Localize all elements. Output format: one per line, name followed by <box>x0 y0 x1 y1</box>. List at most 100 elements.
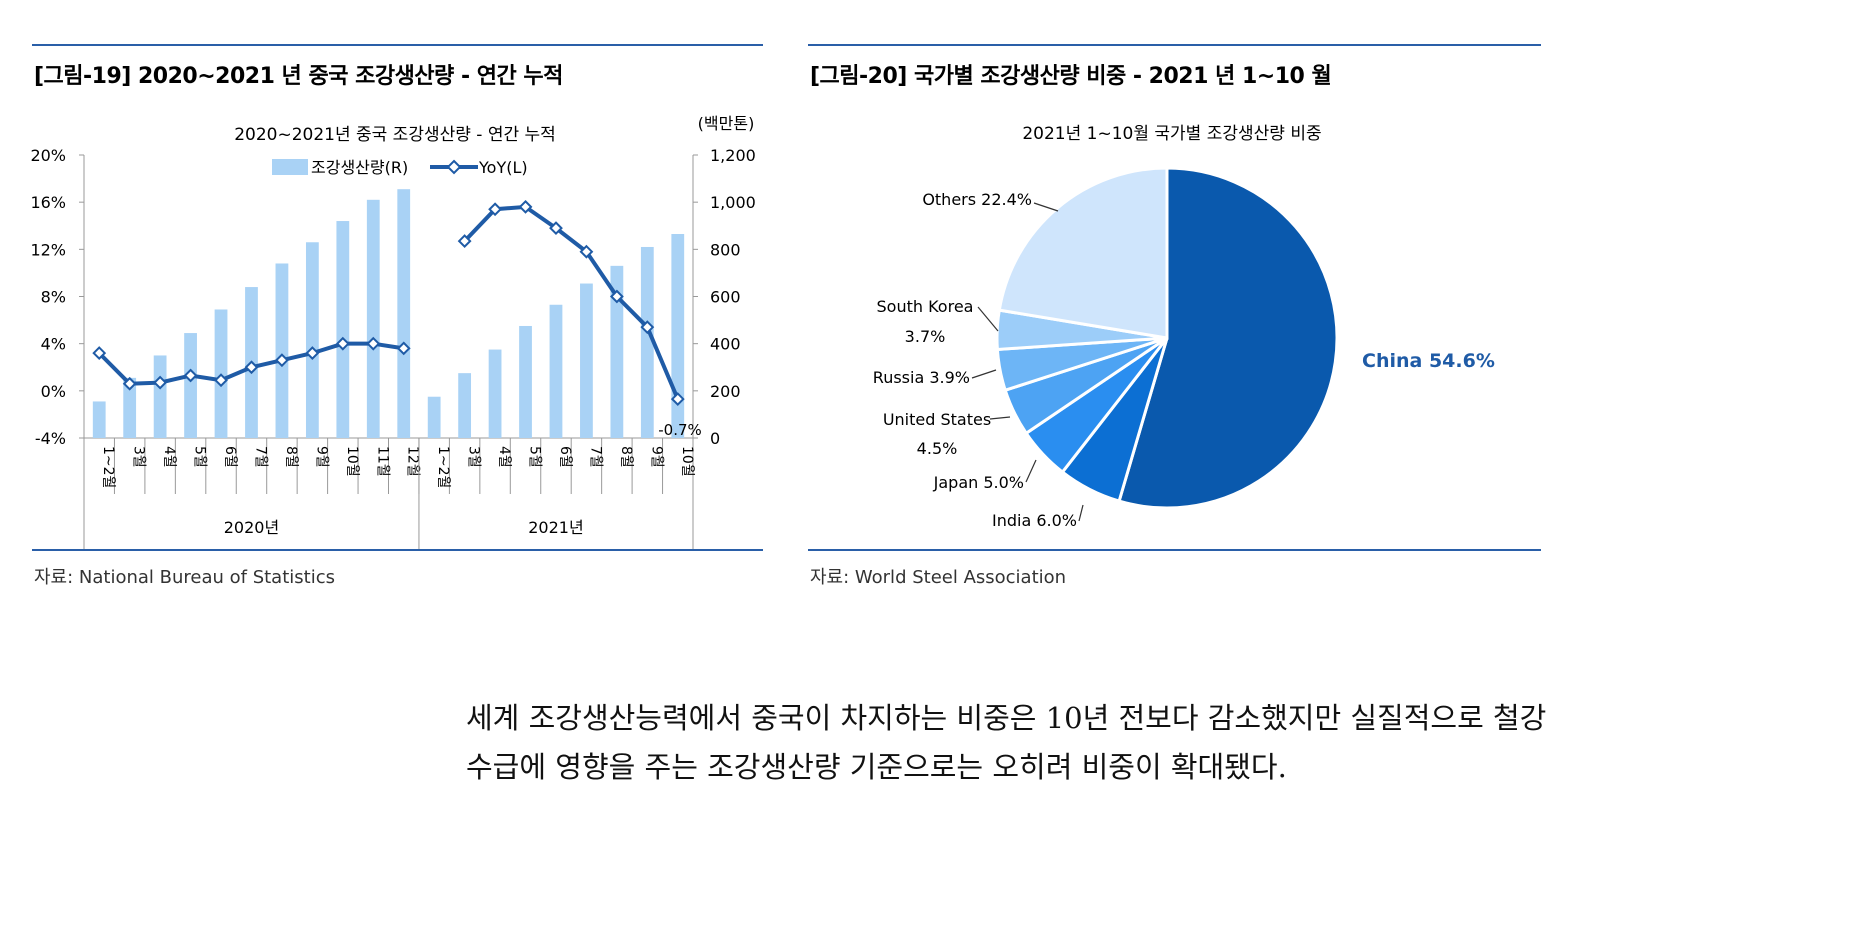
category-label: 8월 <box>618 446 634 468</box>
production-bar <box>580 283 593 438</box>
country-share-pie-chart: 2021년 1~10월 국가별 조강생산량 비중 China 54.6% India… <box>873 124 1495 530</box>
left-tick-label: 4% <box>41 335 66 354</box>
body-paragraph-line-1: 세계 조강생산능력에서 중국이 차지하는 비중은 10년 전보다 감소했지만 실… <box>466 701 1547 735</box>
year-group-label: 2020년 <box>224 518 279 537</box>
pie-leader-line <box>977 306 999 332</box>
category-label: 3월 <box>466 446 482 468</box>
legend-bar-label: 조강생산량(R) <box>311 158 408 177</box>
pie-leader-line <box>1078 504 1084 522</box>
production-bar <box>610 265 624 438</box>
production-bar <box>458 373 472 438</box>
body-paragraph-line-2: 수급에 영향을 주는 조강생산량 기준으로는 오히려 비중이 확대됐다. <box>466 750 1287 784</box>
production-bar <box>92 401 106 438</box>
category-label: 3월 <box>131 446 147 468</box>
yoy-point <box>305 346 320 361</box>
right-tick-label: 600 <box>710 288 741 307</box>
pie-leader-line <box>971 369 997 379</box>
pie-slice-label: United States <box>883 410 991 429</box>
category-label: 12월 <box>405 446 421 477</box>
category-label: 4월 <box>161 446 177 468</box>
category-label: 9월 <box>648 446 664 468</box>
category-label: 5월 <box>527 446 543 468</box>
pie-leader-line <box>1025 459 1037 483</box>
category-label: 4월 <box>496 446 512 468</box>
pie-title: 2021년 1~10월 국가별 조강생산량 비중 <box>1022 124 1321 144</box>
yoy-point <box>366 336 381 351</box>
yoy-point <box>335 336 350 351</box>
category-label: 7월 <box>587 446 603 468</box>
category-label: 5월 <box>192 446 208 468</box>
pie-slice-label: 3.7% <box>905 327 946 346</box>
year-group-label: 2021년 <box>528 518 583 537</box>
left-tick-label: 16% <box>30 193 66 212</box>
production-bar <box>305 242 319 438</box>
yoy-point <box>640 320 655 335</box>
production-bar <box>184 333 197 438</box>
yoy-point <box>122 376 137 391</box>
category-label: 10월 <box>679 446 695 477</box>
legend-line-label: YoY(L) <box>478 158 528 177</box>
right-axis-unit: (백만톤) <box>698 114 755 133</box>
production-bar <box>640 246 654 438</box>
category-label: 6월 <box>557 446 573 468</box>
production-bar <box>123 377 137 438</box>
pie-leader-line <box>1033 202 1059 212</box>
pie-slice-label: Japan 5.0% <box>933 473 1024 492</box>
right-tick-label: 1,000 <box>710 193 756 212</box>
production-bar <box>488 349 502 438</box>
chart-title: 2020~2021년 중국 조강생산량 - 연간 누적 <box>234 125 556 145</box>
pie-slice-label: China 54.6% <box>1362 350 1495 372</box>
pie-slice <box>997 166 1169 340</box>
category-label: 6월 <box>222 446 238 468</box>
production-bar <box>336 221 350 438</box>
right-bottom-rule <box>808 549 1541 551</box>
production-bar <box>519 325 532 438</box>
right-source: 자료: World Steel Association <box>810 567 1067 588</box>
category-label: 9월 <box>313 446 329 468</box>
production-bar <box>549 304 563 438</box>
production-bar <box>153 355 167 438</box>
left-tick-label: -4% <box>35 429 66 448</box>
left-top-rule <box>32 44 763 46</box>
last-value-annotation: -0.7% <box>658 421 702 439</box>
pie-leader-line <box>989 416 1011 420</box>
yoy-point <box>457 234 472 248</box>
yoy-point <box>153 375 168 390</box>
pie-slice-label: Others 22.4% <box>922 190 1032 209</box>
category-label: 1~2월 <box>435 446 451 488</box>
left-tick-label: 12% <box>30 240 66 259</box>
yoy-point <box>609 289 624 304</box>
steel-production-chart: 2020~2021년 중국 조강생산량 - 연간 누적 (백만톤) 20% 16% 12… <box>30 114 756 550</box>
yoy-point <box>518 199 533 214</box>
production-bar <box>397 189 411 438</box>
pie-slice-label: India 6.0% <box>992 511 1077 530</box>
left-tick-label: 20% <box>30 146 66 165</box>
pie-slice <box>1117 166 1339 510</box>
left-bottom-rule <box>32 549 763 551</box>
pie-slice-label: Russia 3.9% <box>873 368 970 387</box>
legend-line-marker <box>446 159 462 175</box>
left-tick-label: 8% <box>41 288 66 307</box>
pie-slice-label: South Korea <box>877 297 974 316</box>
yoy-point <box>92 346 107 361</box>
left-source: 자료: National Bureau of Statistics <box>34 567 335 588</box>
left-figure-title: [그림-19] 2020~2021 년 중국 조강생산량 - 연간 누적 <box>34 64 563 89</box>
right-tick-label: 0 <box>710 429 720 448</box>
right-tick-label: 200 <box>710 382 741 401</box>
yoy-point <box>549 221 563 236</box>
legend-bar-swatch <box>272 159 308 175</box>
right-tick-label: 1,200 <box>710 146 756 165</box>
right-tick-label: 800 <box>710 240 741 259</box>
category-label: 10월 <box>344 446 360 477</box>
yoy-point <box>214 373 228 388</box>
production-bar <box>275 263 289 438</box>
production-bar <box>366 199 380 438</box>
left-tick-label: 0% <box>41 382 66 401</box>
yoy-point <box>579 244 594 259</box>
production-bar <box>671 234 685 438</box>
category-label: 11월 <box>374 446 390 477</box>
pie-slice-label: 4.5% <box>917 439 958 458</box>
yoy-point <box>275 353 289 368</box>
category-label: 7월 <box>252 446 268 468</box>
production-bar <box>427 396 441 438</box>
